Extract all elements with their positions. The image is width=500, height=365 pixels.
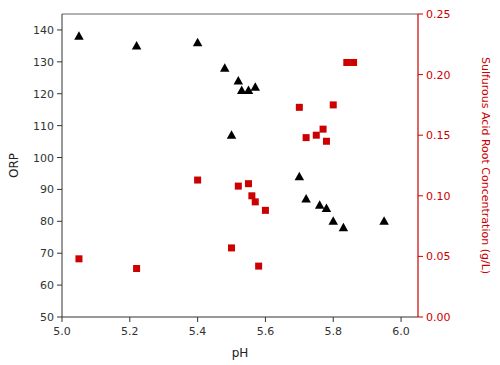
y-tick xyxy=(57,285,62,286)
point xyxy=(252,198,259,205)
y-tick xyxy=(57,29,62,30)
y2-tick xyxy=(418,74,423,75)
point xyxy=(262,207,269,214)
y2-axis-label: Sulfurous Acid Root Concentration (g/L) xyxy=(479,57,492,274)
y2-tick-label: 0.25 xyxy=(426,8,451,21)
point xyxy=(295,172,305,181)
point xyxy=(228,244,235,251)
y-tick xyxy=(57,157,62,158)
point xyxy=(313,132,320,139)
point xyxy=(330,101,337,108)
point xyxy=(255,263,262,270)
y-tick-label: 110 xyxy=(33,120,54,133)
x-tick xyxy=(333,317,334,322)
y-tick xyxy=(57,93,62,94)
point xyxy=(74,31,84,40)
x-tick xyxy=(129,317,130,322)
plot-area xyxy=(74,31,389,272)
y-tick-label: 100 xyxy=(33,152,54,165)
y2-tick xyxy=(418,14,423,15)
chart: 5.0 5.2 5.4 5.6 5.8 6.0 50 60 70 80 90 100 110 120 130… xyxy=(0,0,500,365)
point xyxy=(194,177,201,184)
y-tick-label: 130 xyxy=(33,56,54,69)
y-tick-label: 60 xyxy=(40,279,54,292)
point xyxy=(328,216,338,225)
y-tick-label: 50 xyxy=(40,311,54,324)
y-tick xyxy=(57,253,62,254)
background xyxy=(0,0,500,365)
y-tick xyxy=(57,61,62,62)
y2-tick-label: 0.05 xyxy=(426,250,451,263)
point xyxy=(379,216,389,225)
y2-tick-label: 0.10 xyxy=(426,190,451,203)
point xyxy=(234,76,244,85)
x-tick xyxy=(197,317,198,322)
y-tick xyxy=(57,221,62,222)
point xyxy=(133,265,140,272)
y-tick xyxy=(57,125,62,126)
point xyxy=(235,183,242,190)
y2-tick-label: 0.15 xyxy=(426,129,451,142)
series xyxy=(75,59,357,272)
y2-tick xyxy=(418,256,423,257)
y2-axis-line xyxy=(417,14,418,317)
point xyxy=(301,194,311,203)
point xyxy=(339,223,349,232)
x-tick-label: 5.6 xyxy=(257,325,275,338)
y-tick-label: 120 xyxy=(33,88,54,101)
point xyxy=(320,126,327,133)
y-axis-label: ORP xyxy=(7,153,21,178)
x-tick xyxy=(265,317,266,322)
point xyxy=(75,255,82,262)
series xyxy=(74,31,389,231)
y-tick-label: 90 xyxy=(40,183,54,196)
point xyxy=(343,59,350,66)
y2-tick xyxy=(418,135,423,136)
point xyxy=(220,63,230,72)
x-tick-label: 5.0 xyxy=(53,325,71,338)
x-tick-label: 5.8 xyxy=(324,325,342,338)
y2-tick-label: 0.00 xyxy=(426,311,451,324)
x-tick-label: 6.0 xyxy=(392,325,410,338)
point xyxy=(322,204,332,213)
point xyxy=(315,200,325,209)
x-tick-label: 5.2 xyxy=(121,325,139,338)
point xyxy=(132,41,142,50)
point xyxy=(248,192,255,199)
point xyxy=(193,38,203,47)
x-axis-line xyxy=(62,317,418,318)
y-axis-line xyxy=(62,14,63,317)
y2-tick xyxy=(418,317,423,318)
y-tick-label: 80 xyxy=(40,215,54,228)
point xyxy=(350,59,357,66)
y2-tick xyxy=(418,195,423,196)
point xyxy=(251,82,261,91)
y-tick-label: 140 xyxy=(33,24,54,37)
x-tick-label: 5.4 xyxy=(189,325,207,338)
x-axis-label: pH xyxy=(232,346,249,360)
point xyxy=(227,130,237,139)
point xyxy=(245,180,252,187)
x-tick xyxy=(401,317,402,322)
point xyxy=(323,138,330,145)
point xyxy=(296,104,303,111)
y-tick-label: 70 xyxy=(40,247,54,260)
y-tick xyxy=(57,189,62,190)
point xyxy=(303,134,310,141)
frame-top xyxy=(62,14,418,15)
y-tick xyxy=(57,317,62,318)
x-tick xyxy=(62,317,63,322)
y2-tick-label: 0.20 xyxy=(426,69,451,82)
